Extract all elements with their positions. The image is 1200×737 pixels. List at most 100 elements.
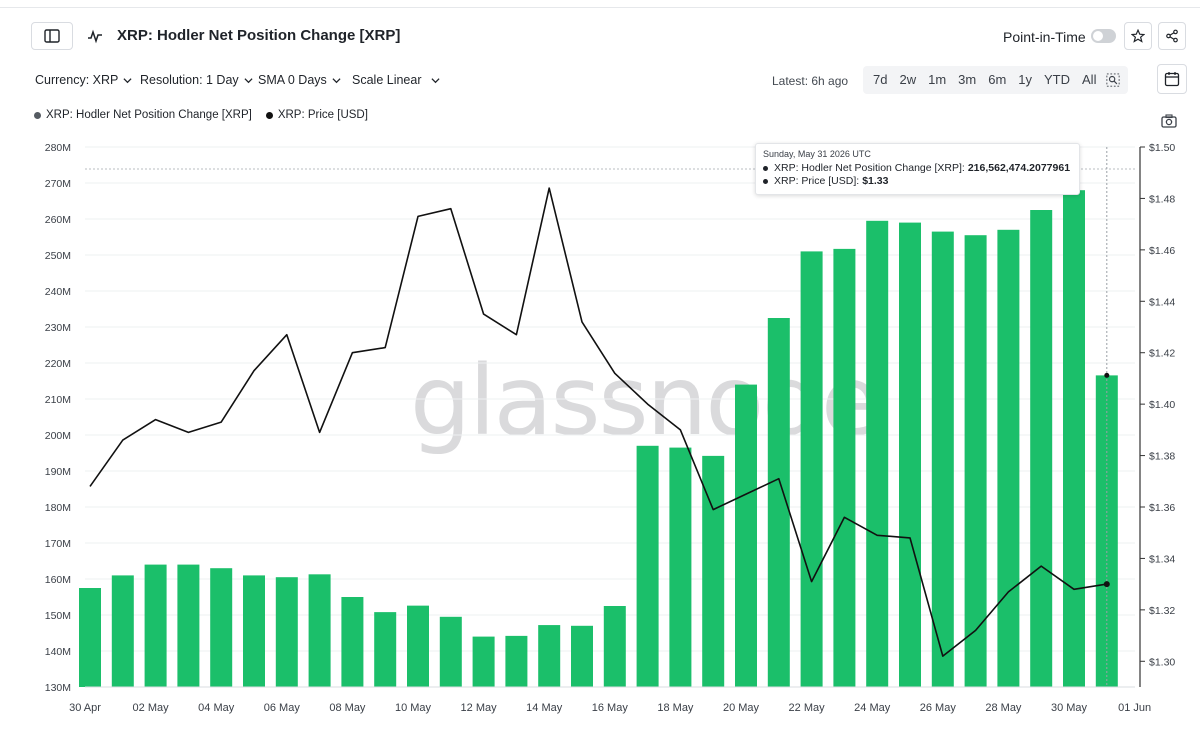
legend-label: XRP: Hodler Net Position Change [XRP] (46, 109, 252, 121)
y-right-tick-label: $1.48 (1149, 193, 1175, 205)
y-right-tick-label: $1.38 (1149, 451, 1175, 463)
y-left-tick-label: 260M (45, 214, 71, 226)
chart-tooltip: Sunday, May 31 2026 UTC XRP: Hodler Net … (755, 143, 1080, 195)
x-tick-label: 14 May (526, 702, 563, 714)
y-left-tick-label: 210M (45, 394, 71, 406)
x-tick-label: 08 May (329, 702, 366, 714)
y-right-tick-label: $1.42 (1149, 348, 1175, 360)
bar (341, 597, 364, 687)
bar (472, 636, 495, 687)
range-1m[interactable]: 1m (928, 72, 947, 87)
x-tick-label: 30 May (1051, 702, 1088, 714)
bar (144, 564, 167, 687)
range-7d[interactable]: 7d (873, 72, 888, 87)
x-tick-label: 24 May (854, 702, 891, 714)
y-right-tick-label: $1.32 (1149, 605, 1175, 617)
legend-item-hodler[interactable]: XRP: Hodler Net Position Change [XRP] (34, 109, 252, 121)
bar (177, 564, 200, 687)
scale-label: Scale Linear (352, 73, 422, 87)
scale-dropdown[interactable]: Scale Linear (352, 73, 440, 87)
legend-item-price[interactable]: XRP: Price [USD] (265, 109, 368, 121)
share-button[interactable] (1158, 22, 1186, 50)
tooltip-dot (763, 166, 768, 171)
chart-legend: XRP: Hodler Net Position Change [XRP] XR… (34, 109, 382, 121)
range-6m[interactable]: 6m (988, 72, 1007, 87)
x-tick-label: 18 May (657, 702, 694, 714)
favorite-button[interactable] (1124, 22, 1152, 50)
y-right-tick-label: $1.34 (1149, 553, 1175, 565)
y-left-tick-label: 130M (45, 682, 71, 694)
sidebar-toggle-button[interactable] (31, 22, 73, 50)
bar (308, 574, 331, 687)
bar (571, 625, 593, 687)
x-tick-label: 02 May (133, 702, 170, 714)
chevron-down-icon (430, 77, 440, 83)
y-left-tick-label: 240M (45, 286, 71, 298)
bar (997, 229, 1020, 688)
y-right-tick-label: $1.40 (1149, 399, 1175, 411)
x-tick-label: 10 May (395, 702, 432, 714)
top-border (0, 0, 1200, 8)
y-right-tick-label: $1.46 (1149, 245, 1175, 257)
share-icon (1166, 29, 1178, 43)
range-3m[interactable]: 3m (958, 72, 977, 87)
range-ytd[interactable]: YTD (1044, 72, 1071, 87)
x-tick-label: 01 Jun (1118, 702, 1151, 714)
bar (407, 605, 429, 687)
calendar-icon (1164, 72, 1180, 87)
hover-marker-price (1103, 581, 1110, 588)
range-all[interactable]: All (1082, 72, 1097, 87)
bar (866, 220, 889, 688)
bar (636, 445, 659, 687)
y-right-tick-label: $1.36 (1149, 502, 1175, 514)
bar (603, 606, 626, 687)
x-tick-label: 20 May (723, 702, 760, 714)
currency-dropdown[interactable]: Currency: XRP (35, 73, 132, 87)
chart-controls: Currency: XRP Resolution: 1 Day SMA 0 Da… (0, 64, 1200, 100)
bar (1063, 190, 1085, 687)
y-left-tick-label: 280M (45, 142, 71, 154)
zoom-search-icon[interactable] (1106, 73, 1121, 87)
bar (111, 575, 134, 687)
y-left-tick-label: 150M (45, 610, 71, 622)
tooltip-label: XRP: Price [USD]: (774, 175, 860, 187)
y-left-tick-label: 220M (45, 358, 71, 370)
chart-area[interactable]: 130M 140M 150M 160M 170M 180M 190M 200M 210M 220M… (0, 130, 1200, 730)
range-selector: 7d 2w 1m 3m 6m 1y YTD All (863, 66, 1129, 94)
y-left-tick-label: 140M (45, 646, 71, 658)
bar (833, 248, 856, 687)
y-right-tick-label: $1.44 (1149, 296, 1175, 308)
range-1y[interactable]: 1y (1018, 72, 1033, 87)
y-left-tick-label: 250M (45, 250, 71, 262)
y-left-tick-label: 180M (45, 502, 71, 514)
range-2w[interactable]: 2w (899, 72, 917, 87)
sma-label: SMA 0 Days (258, 73, 327, 87)
tooltip-value: $1.33 (862, 175, 889, 187)
bar (538, 625, 561, 687)
resolution-dropdown[interactable]: Resolution: 1 Day (140, 73, 253, 87)
x-tick-label: 16 May (592, 702, 629, 714)
metric-pulse-icon (88, 29, 102, 44)
bar (243, 575, 265, 687)
bar (374, 612, 397, 687)
bar (439, 616, 462, 687)
legend-dot (34, 111, 41, 119)
x-tick-label: 28 May (985, 702, 1022, 714)
x-tick-label: 04 May (198, 702, 235, 714)
point-in-time-label: Point-in-Time (1003, 29, 1086, 45)
date-picker-button[interactable] (1157, 64, 1187, 94)
point-in-time-toggle[interactable] (1091, 29, 1116, 43)
y-left-tick-label: 230M (45, 322, 71, 334)
bar (275, 577, 298, 687)
sma-dropdown[interactable]: SMA 0 Days (258, 73, 341, 87)
bar (931, 231, 954, 687)
y-right-tick-label: $1.30 (1149, 656, 1175, 668)
camera-icon[interactable] (1161, 114, 1177, 128)
star-icon (1131, 29, 1145, 43)
bar (899, 222, 921, 687)
header: XRP: Hodler Net Position Change [XRP] Po… (0, 8, 1200, 64)
bar (767, 318, 790, 687)
y-left-tick-label: 190M (45, 466, 71, 478)
y-left-tick-label: 160M (45, 574, 71, 586)
tooltip-row-hodler: XRP: Hodler Net Position Change [XRP]: 2… (763, 162, 1072, 175)
